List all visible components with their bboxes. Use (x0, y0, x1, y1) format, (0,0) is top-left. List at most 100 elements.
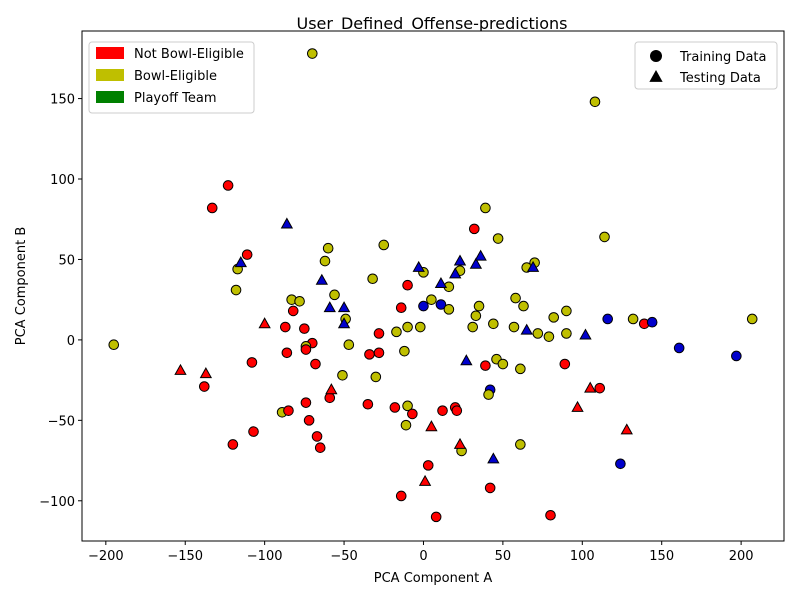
x-tick-label: −200 (88, 549, 124, 564)
data-point-circle (400, 419, 412, 431)
data-point-circle (468, 223, 480, 235)
y-tick-label: 100 (50, 173, 75, 188)
data-point-triangle (280, 217, 294, 229)
x-tick-label: 50 (495, 549, 512, 564)
y-tick-label: −100 (39, 495, 75, 510)
data-point-circle (399, 345, 410, 357)
data-point-circle (467, 321, 479, 333)
data-point-circle (395, 490, 407, 502)
data-point-triangle (234, 256, 247, 268)
data-point-circle (627, 313, 639, 325)
data-point-circle (378, 239, 390, 251)
x-tick-label: 100 (570, 549, 595, 564)
data-point-triangle (620, 423, 633, 435)
data-point-circle (488, 318, 499, 330)
data-point-circle (615, 458, 626, 470)
data-point-circle (287, 305, 299, 317)
data-point-triangle (315, 273, 328, 285)
data-point-circle (241, 249, 253, 260)
data-point-circle (311, 431, 323, 442)
data-point-circle (559, 358, 571, 370)
data-point-triangle (323, 301, 336, 313)
data-point-triangle (325, 383, 338, 395)
y-axis-ticks: −100 −50 0 50 100 150 (39, 93, 82, 510)
data-point-circle (548, 312, 560, 323)
data-point-circle (246, 357, 258, 368)
data-point-circle (281, 347, 293, 359)
data-point-triangle (520, 323, 533, 335)
data-point-triangle (487, 452, 500, 464)
data-point-circle (480, 360, 491, 371)
plot-frame (81, 30, 785, 542)
data-point-circle (673, 342, 685, 354)
data-point-circle (322, 242, 334, 254)
data-point-circle (294, 295, 305, 307)
legend-label: Bowl-Eligible (134, 69, 217, 84)
data-point-circle (437, 405, 448, 416)
data-point-triangle (337, 301, 351, 313)
data-point-circle (594, 382, 606, 394)
data-point-circle (473, 300, 485, 312)
plot-area (82, 31, 784, 541)
data-point-circle (300, 397, 312, 408)
data-point-circle (422, 460, 434, 471)
data-point-circle (497, 358, 509, 370)
data-point-circle (515, 363, 526, 375)
x-tick-label: 150 (649, 549, 674, 564)
data-point-circle (451, 405, 463, 416)
data-point-circle (367, 273, 378, 285)
data-point-circle (300, 344, 312, 355)
data-point-circle (222, 180, 234, 191)
legend-label: Testing Data (679, 71, 761, 86)
data-point-circle (329, 289, 340, 301)
data-point-triangle (199, 367, 213, 379)
data-point-circle (391, 326, 402, 338)
data-point-triangle (412, 260, 425, 272)
legend-circle-icon (650, 50, 662, 62)
x-axis-label: PCA Component A (374, 571, 493, 586)
data-point-triangle (584, 381, 597, 393)
data-point-circle (389, 402, 401, 413)
data-point-circle (418, 300, 429, 312)
data-point-circle (602, 313, 614, 325)
data-points (108, 48, 758, 523)
data-point-circle (230, 284, 242, 296)
data-point-circle (373, 347, 385, 359)
legend-categories-frame (88, 41, 255, 114)
data-point-circle (402, 400, 413, 412)
data-point-circle (279, 321, 291, 333)
data-point-circle (589, 96, 601, 108)
data-point-circle (310, 358, 321, 370)
data-point-triangle (418, 474, 432, 486)
legend-triangle-icon (649, 70, 663, 82)
data-point-circle (435, 299, 447, 310)
data-point-triangle (174, 363, 187, 375)
data-point-circle (227, 439, 239, 450)
legend-swatch (96, 91, 124, 103)
data-point-triangle (434, 276, 448, 289)
data-point-circle (303, 415, 315, 426)
data-point-circle (545, 509, 556, 521)
y-tick-label: 0 (67, 334, 75, 349)
data-point-circle (402, 321, 413, 333)
data-point-circle (362, 398, 374, 410)
data-point-circle (510, 292, 521, 304)
data-point-circle (306, 48, 318, 59)
legend-label: Not Bowl-Eligible (134, 47, 244, 62)
legend-markers: Training Data Testing Data (634, 41, 778, 90)
data-point-circle (319, 255, 331, 267)
data-point-triangle (460, 354, 473, 366)
x-tick-label: 0 (419, 549, 427, 564)
data-point-circle (395, 302, 407, 314)
data-point-triangle (258, 317, 271, 329)
legend-categories: Not Bowl-Eligible Bowl-Eligible Playoff Te… (88, 41, 255, 114)
data-point-circle (426, 294, 437, 305)
data-point-circle (343, 339, 355, 351)
data-point-circle (299, 323, 310, 334)
x-tick-label: −100 (247, 549, 283, 564)
legend-label: Playoff Team (134, 91, 217, 106)
data-point-circle (561, 305, 572, 317)
data-point-triangle (425, 420, 438, 432)
data-point-circle (198, 381, 210, 392)
